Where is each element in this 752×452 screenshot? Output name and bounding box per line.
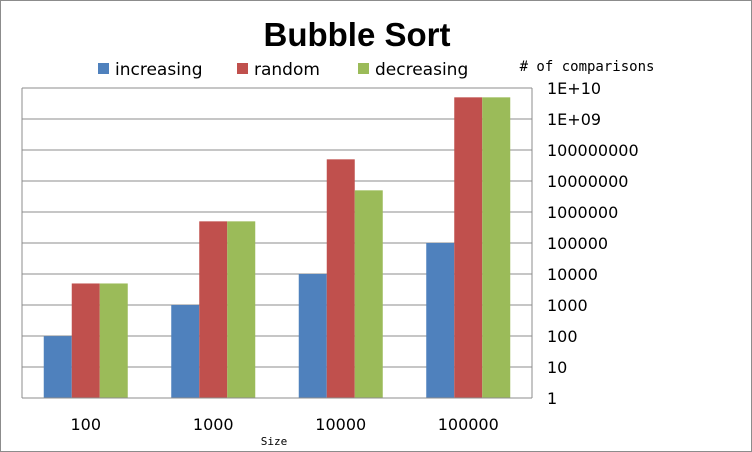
axes [21,88,533,399]
y-tick-label: 100 [547,327,578,346]
y-tick-label: 100000000 [547,141,639,160]
y-axis-title: # of comparisons [520,59,655,75]
bar-decreasing-1000 [227,221,256,398]
bars [43,97,511,398]
y-tick-label: 100000 [547,234,608,253]
bar-random-100 [71,283,100,398]
y-tick-label: 1000000 [547,203,618,222]
legend: increasing random decreasing [98,60,468,80]
bar-increasing-100000 [426,243,455,398]
y-tick-label: 10000 [547,265,598,284]
y-tick-label: 1E+09 [547,110,601,129]
legend-label-random: random [254,60,320,80]
x-tick-label: 10000 [315,415,366,434]
y-tick-labels: 1 10 100 1000 10000 100000 1000000 10000000 1000… [547,79,639,408]
legend-label-decreasing: decreasing [375,60,468,80]
x-tick-label: 1000 [193,415,234,434]
x-axis-title: Size [261,435,288,448]
bar-random-1000 [199,221,228,398]
legend-swatch-random [237,63,248,74]
bar-increasing-1000 [171,305,200,398]
bar-random-100000 [454,97,483,398]
legend-swatch-decreasing [358,63,369,74]
x-tick-label: 100 [70,415,101,434]
y-tick-label: 1E+10 [547,79,601,98]
chart-title: Bubble Sort [264,16,451,53]
y-tick-label: 10 [547,358,567,377]
x-tick-labels: 100 1000 10000 100000 [70,415,498,434]
bar-increasing-100 [43,336,72,398]
y-tick-label: 1 [547,389,557,408]
x-tick-label: 100000 [438,415,499,434]
bar-decreasing-100000 [482,97,511,398]
y-tick-label: 1000 [547,296,588,315]
legend-swatch-increasing [98,63,109,74]
bar-decreasing-100 [99,283,128,398]
bar-increasing-10000 [298,274,327,398]
bar-decreasing-10000 [354,190,383,398]
legend-label-increasing: increasing [115,60,202,80]
bar-random-10000 [326,159,355,398]
y-tick-label: 10000000 [547,172,628,191]
